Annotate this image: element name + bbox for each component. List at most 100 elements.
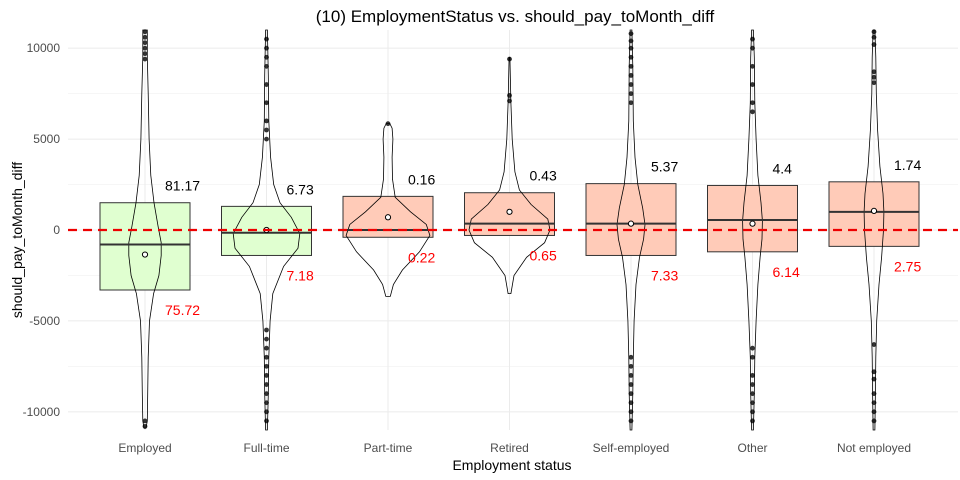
- mean-point: [749, 220, 756, 227]
- outlier-point: [750, 354, 755, 360]
- outlier-point: [628, 354, 634, 360]
- x-tick-label: Other: [737, 441, 767, 455]
- outlier-point: [264, 336, 269, 342]
- violin: [742, 29, 763, 431]
- lower-annotation: 2.75: [894, 258, 921, 274]
- outlier-point: [628, 382, 634, 387]
- y-tick-label: 10000: [27, 41, 61, 55]
- outlier-point: [264, 82, 269, 87]
- upper-annotation: 0.16: [408, 171, 435, 187]
- group-retired: 0.43 0.65: [464, 56, 557, 294]
- y-tick-label: 0: [53, 223, 60, 237]
- outlier-point: [264, 373, 269, 378]
- outlier-point: [750, 418, 755, 424]
- outlier-point: [871, 418, 877, 424]
- outlier-point: [750, 100, 755, 106]
- outlier-point: [628, 63, 634, 69]
- outlier-point: [264, 354, 269, 360]
- box: [707, 184, 798, 253]
- mean-point: [141, 251, 149, 258]
- outlier-point: [142, 418, 148, 424]
- upper-annotation: 0.43: [530, 168, 557, 184]
- y-axis-title: should_pay_toMonth_diff: [9, 162, 25, 318]
- lower-annotation: 75.72: [165, 302, 200, 318]
- outlier-point: [628, 418, 634, 424]
- upper-annotation: 6.73: [287, 181, 314, 197]
- lower-annotation: 7.18: [287, 267, 314, 283]
- outlier-point: [750, 109, 755, 115]
- outlier-point: [142, 56, 148, 62]
- lower-annotation: 0.22: [408, 249, 435, 265]
- outlier-point: [750, 373, 755, 378]
- outlier-point: [750, 382, 755, 387]
- outlier-point: [264, 36, 269, 42]
- outlier-point: [628, 82, 634, 87]
- group-other: 4.4 6.14: [707, 29, 800, 431]
- x-axis-ticks: Employed Full-time Part-time Retired Self-em…: [118, 441, 911, 455]
- outlier-point: [507, 93, 512, 98]
- violin: [863, 29, 885, 431]
- outlier-point: [628, 91, 634, 97]
- y-tick-label: 5000: [33, 132, 60, 146]
- violin: [232, 29, 301, 431]
- box: [585, 183, 677, 256]
- mean-point: [506, 208, 513, 215]
- outlier-point: [628, 38, 634, 44]
- y-axis-ticks: -10000 -5000 0 5000 10000: [23, 41, 61, 419]
- box: [99, 202, 191, 291]
- outlier-point: [264, 327, 269, 333]
- upper-annotation: 81.17: [165, 178, 200, 194]
- outlier-point: [507, 56, 512, 62]
- outlier-point: [628, 363, 634, 369]
- x-tick-label: Employed: [118, 441, 171, 455]
- x-tick-label: Part-time: [364, 441, 413, 455]
- outlier-point: [264, 391, 269, 397]
- x-tick-label: Self-employed: [593, 441, 670, 455]
- outlier-point: [871, 342, 877, 347]
- group-part-time: 0.16 0.22: [342, 121, 435, 297]
- outlier-point: [628, 31, 634, 37]
- outlier-point: [871, 74, 877, 80]
- outlier-point: [142, 45, 148, 51]
- outlier-point: [142, 51, 148, 57]
- box: [828, 181, 920, 247]
- y-tick-label: -10000: [23, 405, 61, 419]
- chart-title: (10) EmploymentStatus vs. should_pay_toM…: [316, 7, 715, 26]
- outlier-point: [142, 40, 148, 46]
- mean-point: [870, 207, 878, 215]
- upper-annotation: 5.37: [651, 159, 678, 175]
- outlier-point: [264, 136, 269, 142]
- lower-annotation: 7.33: [651, 267, 678, 283]
- violin: [616, 29, 646, 431]
- outlier-point: [264, 127, 269, 133]
- outlier-point: [264, 345, 269, 351]
- upper-annotation: 1.74: [894, 157, 921, 173]
- outlier-point: [628, 373, 634, 378]
- lower-annotation: 0.65: [530, 247, 557, 263]
- x-tick-label: Full-time: [243, 441, 289, 455]
- lower-annotation: 6.14: [773, 264, 800, 280]
- group-self-employed: 5.37 7.33: [585, 29, 678, 431]
- outlier-point: [264, 418, 269, 424]
- outlier-point: [871, 69, 877, 75]
- outlier-point: [628, 391, 634, 397]
- outlier-point: [871, 369, 877, 375]
- mean-point: [384, 214, 392, 221]
- outlier-point: [750, 345, 755, 351]
- y-tick-label: -5000: [29, 314, 60, 328]
- outlier-point: [750, 82, 755, 87]
- outlier-point: [264, 100, 269, 106]
- violin: [128, 29, 162, 429]
- outlier-point: [750, 36, 755, 42]
- violin: [468, 56, 551, 294]
- x-axis-title: Employment status: [452, 457, 571, 473]
- outlier-point: [750, 391, 755, 397]
- outlier-point: [264, 363, 269, 369]
- violin: [345, 123, 431, 297]
- outlier-point: [628, 100, 634, 106]
- plot-groups: 81.17 75.72 6.73 7.18 0.16 0.22 0.43 0.65 5.37 7.…: [99, 29, 921, 431]
- outlier-point: [871, 409, 877, 415]
- group-employed: 81.17 75.72: [99, 29, 200, 429]
- x-tick-label: Retired: [490, 441, 529, 455]
